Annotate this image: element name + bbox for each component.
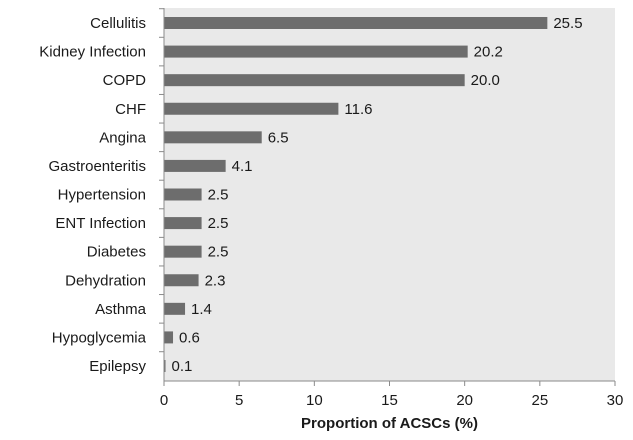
- x-tick-label: 10: [306, 392, 323, 409]
- category-label: Angina: [99, 129, 146, 146]
- x-tick-label: 15: [381, 392, 398, 409]
- bars-group: [164, 17, 548, 372]
- value-label: 11.6: [344, 101, 372, 118]
- value-label: 4.1: [232, 158, 253, 175]
- bar-hypertension: [164, 188, 202, 201]
- value-label: 2.5: [208, 244, 229, 261]
- x-tick-label: 20: [456, 392, 473, 409]
- category-label: ENT Infection: [55, 215, 146, 232]
- category-label: CHF: [115, 101, 146, 118]
- category-label: Asthma: [95, 301, 147, 318]
- bar-cellulitis: [164, 17, 548, 29]
- bar-angina: [164, 131, 262, 144]
- value-label: 1.4: [191, 301, 212, 318]
- category-label: COPD: [103, 72, 147, 89]
- bar-hypoglycemia: [164, 331, 174, 344]
- bar-epilepsy: [164, 360, 166, 372]
- x-tick-label: 25: [531, 392, 548, 409]
- bar-dehydration: [164, 274, 199, 287]
- bar-asthma: [164, 302, 186, 315]
- category-labels: Cellulitis Kidney Infection COPD CHF Angina G…: [39, 8, 164, 375]
- value-label: 2.3: [205, 272, 226, 289]
- value-label: 2.5: [208, 187, 229, 204]
- bar-chf: [164, 102, 339, 115]
- category-label: Dehydration: [65, 272, 146, 289]
- category-label: Epilepsy: [89, 358, 146, 375]
- category-label: Hypoglycemia: [52, 329, 147, 346]
- x-axis-title: Proportion of ACSCs (%): [301, 415, 478, 432]
- plot-area: [164, 8, 615, 381]
- bar-ent-infection: [164, 217, 202, 230]
- category-label: Kidney Infection: [39, 44, 146, 61]
- x-axis-ticks: 0 5 10 15 20 25 30: [160, 381, 624, 409]
- bar-kidney-infection: [164, 45, 468, 58]
- x-tick-label: 5: [235, 392, 243, 409]
- value-label: 20.2: [474, 44, 503, 61]
- x-tick-label: 0: [160, 392, 168, 409]
- category-label: Hypertension: [58, 187, 146, 204]
- value-labels: 25.520.220.011.66.54.12.52.52.52.31.40.6…: [172, 15, 583, 375]
- bar-copd: [164, 74, 465, 87]
- bar-gastroenteritis: [164, 159, 226, 172]
- value-label: 20.0: [471, 72, 500, 89]
- value-label: 0.6: [179, 329, 200, 346]
- category-label: Cellulitis: [90, 15, 146, 32]
- value-label: 2.5: [208, 215, 229, 232]
- category-label: Diabetes: [87, 244, 146, 261]
- value-label: 25.5: [553, 15, 582, 32]
- x-tick-label: 30: [607, 392, 624, 409]
- category-label: Gastroenteritis: [48, 158, 146, 175]
- bar-diabetes: [164, 245, 202, 258]
- value-label: 0.1: [172, 358, 193, 375]
- value-label: 6.5: [268, 129, 289, 146]
